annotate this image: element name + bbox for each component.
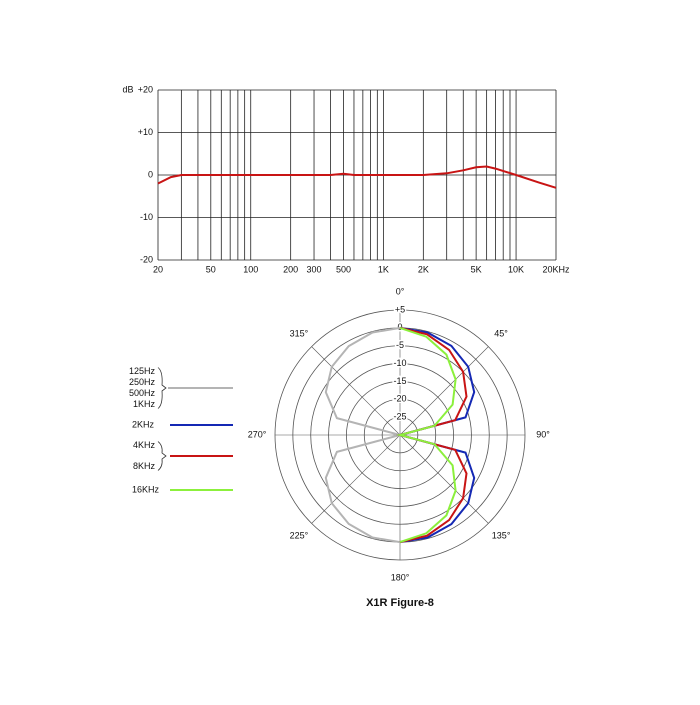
legend-label: 125Hz bbox=[129, 366, 156, 376]
angle-label: 180° bbox=[391, 572, 410, 582]
y-axis-label: dB bbox=[122, 84, 133, 94]
legend-label: 1KHz bbox=[133, 399, 156, 409]
ring bbox=[274, 309, 526, 561]
x-tick-label: 5K bbox=[471, 264, 482, 274]
ring-label: -25 bbox=[393, 412, 406, 422]
x-tick-label: 500 bbox=[336, 264, 351, 274]
angle-label: 90° bbox=[536, 429, 550, 439]
legend-brace bbox=[157, 367, 167, 409]
ring bbox=[381, 416, 419, 454]
angle-label: 45° bbox=[494, 328, 508, 338]
spoke bbox=[399, 346, 489, 436]
legend-label: 250Hz bbox=[129, 377, 156, 387]
x-tick-label: 20KHz bbox=[542, 264, 570, 274]
spoke bbox=[399, 434, 489, 524]
legend-brace bbox=[157, 441, 167, 471]
ring bbox=[292, 327, 508, 543]
legend-label: 8KHz bbox=[133, 461, 156, 471]
polar-line bbox=[396, 326, 457, 544]
ring-label: -5 bbox=[396, 340, 404, 350]
angle-label: 0° bbox=[396, 286, 405, 296]
x-tick-label: 2K bbox=[418, 264, 429, 274]
ring-label: -10 bbox=[393, 358, 406, 368]
ring-label: 0 bbox=[397, 322, 402, 332]
x-tick-label: 10K bbox=[508, 264, 524, 274]
y-tick-label: +10 bbox=[138, 127, 153, 137]
x-tick-label: 20 bbox=[153, 264, 163, 274]
angle-label: 270° bbox=[248, 429, 267, 439]
x-tick-label: 1K bbox=[378, 264, 389, 274]
ring-label: -20 bbox=[393, 394, 406, 404]
y-tick-label: -10 bbox=[140, 212, 153, 222]
legend-label: 4KHz bbox=[133, 440, 156, 450]
x-tick-label: 200 bbox=[283, 264, 298, 274]
spoke bbox=[311, 346, 401, 436]
spoke bbox=[311, 434, 401, 524]
angle-label: 315° bbox=[290, 328, 309, 338]
response-line bbox=[157, 165, 557, 189]
legend-label: 500Hz bbox=[129, 388, 156, 398]
angle-label: 225° bbox=[290, 530, 309, 540]
ring bbox=[328, 363, 472, 507]
ring bbox=[310, 345, 490, 525]
ring bbox=[363, 398, 437, 472]
y-tick-label: +20 bbox=[138, 84, 153, 94]
x-tick-label: 50 bbox=[206, 264, 216, 274]
y-tick-label: 0 bbox=[148, 169, 153, 179]
chart-title: X1R Figure-8 bbox=[366, 597, 434, 609]
ring-label: +5 bbox=[395, 304, 405, 314]
x-tick-label: 300 bbox=[307, 264, 322, 274]
x-tick-label: 100 bbox=[243, 264, 258, 274]
legend-label: 16KHz bbox=[132, 484, 160, 494]
ring bbox=[346, 381, 454, 489]
ring-label: -15 bbox=[393, 376, 406, 386]
angle-label: 135° bbox=[492, 530, 511, 540]
legend-label: 2KHz bbox=[132, 419, 155, 429]
y-tick-label: -20 bbox=[140, 254, 153, 264]
